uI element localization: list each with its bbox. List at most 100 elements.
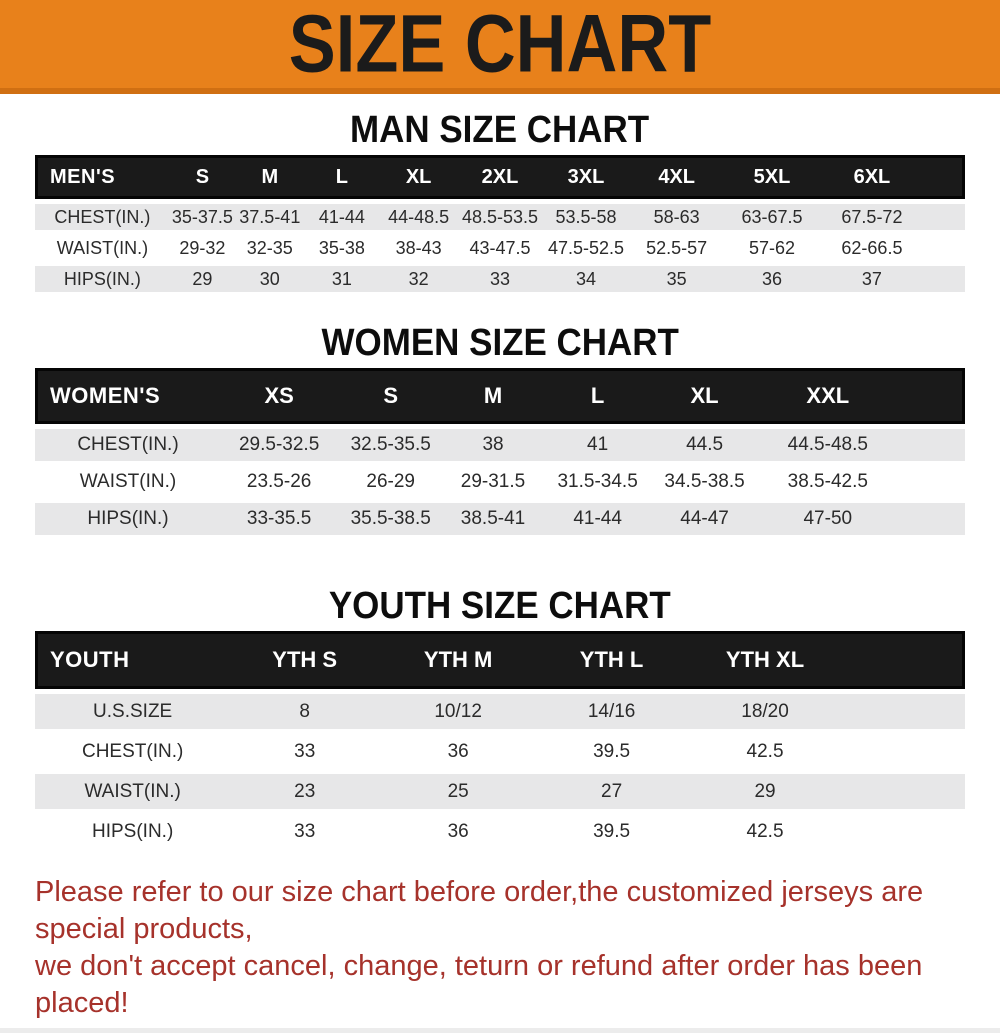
measure-value: 44-47	[653, 503, 756, 535]
women-chest-row: CHEST(IN.) 29.5-32.5 32.5-35.5 38 41 44.…	[35, 429, 965, 461]
bottom-edge-strip	[0, 1028, 1000, 1033]
size-col-header: S	[169, 155, 235, 199]
measure-label: WAIST(IN.)	[35, 235, 170, 261]
measure-value: 62-66.5	[820, 235, 924, 261]
youth-table-title: YOUTH	[35, 631, 231, 689]
women-section-heading: WOMEN SIZE CHART	[0, 323, 1000, 363]
row-filler	[923, 204, 965, 230]
measure-value: 29	[685, 774, 845, 809]
measure-value: 33	[458, 266, 542, 292]
measure-value: 42.5	[685, 734, 845, 769]
measure-value: 38	[444, 429, 542, 461]
measure-value: 44-48.5	[379, 204, 459, 230]
men-section-heading-text: MAN SIZE CHART	[350, 109, 650, 151]
measure-value: 31.5-34.5	[541, 466, 654, 498]
measure-label: WAIST(IN.)	[35, 466, 221, 498]
measure-label: CHEST(IN.)	[35, 734, 231, 769]
size-col-header: L	[304, 155, 380, 199]
measure-value: 63-67.5	[723, 204, 821, 230]
size-col-header: YTH L	[537, 631, 686, 689]
order-disclaimer: Please refer to our size chart before or…	[35, 874, 980, 1022]
header-filler	[923, 155, 965, 199]
size-col-header: 4XL	[630, 155, 724, 199]
measure-label: HIPS(IN.)	[35, 503, 221, 535]
row-filler	[923, 266, 965, 292]
youth-chest-row: CHEST(IN.) 33 36 39.5 42.5	[35, 734, 965, 769]
size-col-header: XL	[653, 368, 756, 424]
measure-value: 37.5-41	[234, 204, 305, 230]
measure-value: 35-38	[304, 235, 380, 261]
measure-label: U.S.SIZE	[35, 694, 231, 729]
measure-label: HIPS(IN.)	[35, 266, 170, 292]
measure-value: 53.5-58	[541, 204, 631, 230]
row-filler	[844, 734, 965, 769]
measure-value: 18/20	[685, 694, 845, 729]
measure-value: 32	[379, 266, 459, 292]
measure-value: 33-35.5	[221, 503, 338, 535]
men-header-row: MEN'S S M L XL 2XL 3XL 4XL 5XL 6XL	[35, 155, 965, 199]
measure-value: 58-63	[630, 204, 724, 230]
measure-value: 38.5-42.5	[755, 466, 900, 498]
women-hips-row: HIPS(IN.) 33-35.5 35.5-38.5 38.5-41 41-4…	[35, 503, 965, 535]
measure-value: 47-50	[755, 503, 900, 535]
measure-value: 36	[379, 734, 538, 769]
size-col-header: YTH S	[230, 631, 380, 689]
measure-value: 44.5-48.5	[755, 429, 900, 461]
men-size-table: MEN'S S M L XL 2XL 3XL 4XL 5XL 6XL CHEST…	[35, 150, 965, 297]
measure-value: 33	[230, 814, 380, 849]
measure-value: 44.5	[653, 429, 756, 461]
size-col-header: 3XL	[541, 155, 631, 199]
measure-value: 48.5-53.5	[458, 204, 542, 230]
men-hips-row: HIPS(IN.) 29 30 31 32 33 34 35 36 37	[35, 266, 965, 292]
measure-value: 35.5-38.5	[337, 503, 445, 535]
women-section-heading-text: WOMEN SIZE CHART	[321, 322, 679, 364]
size-col-header: 6XL	[820, 155, 924, 199]
measure-value: 27	[537, 774, 686, 809]
row-filler	[923, 235, 965, 261]
measure-value: 33	[230, 734, 380, 769]
measure-value: 29-31.5	[444, 466, 542, 498]
measure-label: CHEST(IN.)	[35, 204, 170, 230]
measure-value: 30	[234, 266, 305, 292]
measure-value: 39.5	[537, 734, 686, 769]
youth-hips-row: HIPS(IN.) 33 36 39.5 42.5	[35, 814, 965, 849]
measure-value: 10/12	[379, 694, 538, 729]
measure-value: 23.5-26	[221, 466, 338, 498]
measure-value: 41	[541, 429, 654, 461]
measure-label: WAIST(IN.)	[35, 774, 231, 809]
size-col-header: S	[337, 368, 445, 424]
size-col-header: XS	[221, 368, 338, 424]
size-col-header: YTH XL	[685, 631, 845, 689]
measure-value: 32.5-35.5	[337, 429, 445, 461]
measure-value: 39.5	[537, 814, 686, 849]
measure-value: 67.5-72	[820, 204, 924, 230]
measure-value: 26-29	[337, 466, 445, 498]
men-table-title: MEN'S	[35, 155, 170, 199]
measure-value: 23	[230, 774, 380, 809]
measure-value: 25	[379, 774, 538, 809]
measure-value: 8	[230, 694, 380, 729]
youth-waist-row: WAIST(IN.) 23 25 27 29	[35, 774, 965, 809]
size-col-header: 5XL	[723, 155, 821, 199]
measure-label: HIPS(IN.)	[35, 814, 231, 849]
measure-value: 31	[304, 266, 380, 292]
measure-value: 43-47.5	[458, 235, 542, 261]
size-col-header: L	[541, 368, 654, 424]
men-waist-row: WAIST(IN.) 29-32 32-35 35-38 38-43 43-47…	[35, 235, 965, 261]
size-col-header: 2XL	[458, 155, 542, 199]
row-filler	[899, 503, 965, 535]
row-filler	[844, 774, 965, 809]
youth-size-table: YOUTH YTH S YTH M YTH L YTH XL U.S.SIZE …	[35, 626, 965, 854]
measure-value: 35	[630, 266, 724, 292]
measure-value: 32-35	[234, 235, 305, 261]
measure-value: 41-44	[541, 503, 654, 535]
row-filler	[844, 694, 965, 729]
measure-value: 57-62	[723, 235, 821, 261]
measure-value: 35-37.5	[169, 204, 235, 230]
size-col-header: XL	[379, 155, 459, 199]
size-chart-banner: SIZE CHART	[0, 0, 1000, 94]
measure-value: 42.5	[685, 814, 845, 849]
measure-value: 38.5-41	[444, 503, 542, 535]
row-filler	[844, 814, 965, 849]
measure-value: 34	[541, 266, 631, 292]
